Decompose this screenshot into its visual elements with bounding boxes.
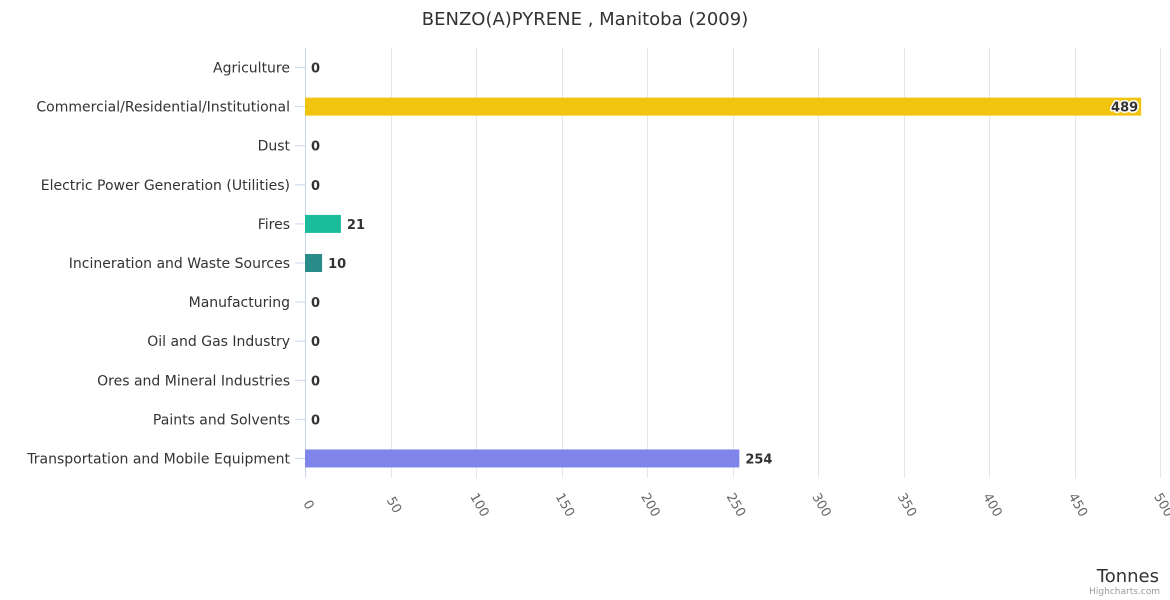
category-label: Dust (258, 139, 291, 155)
category-labels: Agriculture Commercial/Residential/Instit… (26, 61, 290, 468)
data-label: 21 (347, 218, 365, 233)
bar[interactable] (305, 449, 740, 468)
value-tick-label: 50 (383, 494, 404, 516)
data-label: 0 (311, 296, 320, 311)
data-label: 0 (311, 140, 320, 155)
bar[interactable] (305, 214, 341, 233)
category-label: Fires (258, 217, 290, 233)
category-label: Oil and Gas Industry (147, 334, 290, 350)
data-labels: 0 489 0 0 21 10 0 0 0 0 254 (310, 60, 1140, 469)
bar[interactable] (305, 254, 323, 272)
data-label: 0 (311, 374, 320, 389)
data-label: 254 (745, 452, 772, 467)
data-label: 0 (311, 335, 320, 350)
category-label: Commercial/Residential/Institutional (36, 100, 290, 116)
category-label: Incineration and Waste Sources (69, 256, 290, 272)
bars (305, 97, 1142, 468)
credits-link[interactable]: Highcharts.com (1089, 587, 1160, 597)
category-label: Agriculture (213, 61, 290, 77)
category-label: Ores and Mineral Industries (97, 373, 290, 389)
category-label: Manufacturing (189, 295, 290, 311)
value-axis-title: Tonnes (1096, 566, 1159, 587)
data-label: 0 (311, 413, 320, 428)
grid-lines (391, 48, 1161, 478)
data-label: 10 (328, 257, 346, 272)
chart-title: BENZO(A)PYRENE , Manitoba (2009) (422, 9, 748, 30)
data-label: 0 (311, 62, 320, 77)
bar[interactable] (305, 97, 1142, 116)
data-label: 489 (1111, 101, 1138, 116)
data-label: 0 (311, 179, 320, 194)
category-label: Transportation and Mobile Equipment (26, 451, 290, 467)
category-label: Paints and Solvents (153, 412, 290, 428)
category-label: Electric Power Generation (Utilities) (41, 178, 290, 194)
